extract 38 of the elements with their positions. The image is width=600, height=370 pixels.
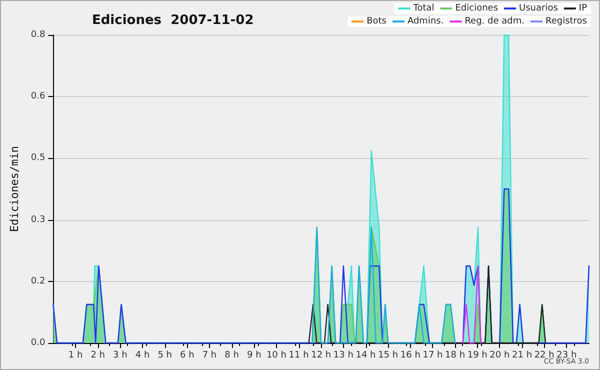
x-tick-label: 13 h (333, 350, 354, 360)
x-tick-label: 10 h (266, 350, 286, 360)
y-axis-title: Ediciones/min (8, 146, 21, 232)
x-tick-label: 5 h (158, 350, 172, 360)
x-tick-label: 15 h (378, 350, 398, 360)
x-tick-label: 11 h (288, 350, 309, 360)
x-tick-label: 14 h (356, 350, 376, 360)
x-tick-label: 8 h (224, 350, 239, 360)
chart-title: Ediciones 2007-11-02 (92, 13, 254, 28)
legend-label: IP (578, 4, 588, 14)
legend-label: Registros (545, 16, 588, 26)
x-tick-label: 3 h (113, 350, 128, 360)
x-tick-label: 20 h (490, 350, 510, 360)
legend-label: Usuarios (519, 4, 558, 14)
line-series (312, 226, 456, 344)
x-tick-label: 19 h (467, 350, 488, 360)
legend-label: Bots (366, 16, 387, 26)
x-tick-label: 21 h (512, 350, 532, 360)
legend-label: Admins. (407, 16, 444, 26)
legend-label: Total (412, 4, 434, 14)
x-tick-label: 18 h (445, 350, 466, 360)
y-tick-label: 0.0 (30, 338, 46, 348)
x-tick-label: 16 h (400, 350, 420, 360)
y-tick-label: 0.5 (30, 153, 46, 164)
x-tick-label: 7 h (202, 350, 217, 360)
x-tick-label: 1 h (68, 350, 83, 360)
x-tick-label: 6 h (180, 350, 194, 360)
legend-label: Reg. de adm. (464, 16, 524, 26)
x-tick-label: 4 h (135, 350, 150, 360)
legend-label: Ediciones (455, 4, 498, 14)
x-tick-label: 2 h (90, 350, 106, 360)
y-tick-label: 0.8 (30, 30, 46, 40)
y-tick-label: 0.6 (30, 92, 46, 102)
x-tick-label: 12 h (311, 350, 332, 360)
x-tick-label: 9 h (246, 350, 262, 360)
y-tick-label: 0.2 (30, 276, 46, 286)
y-tick-label: 0.3 (30, 214, 46, 225)
x-tick-label: 17 h (422, 350, 443, 360)
